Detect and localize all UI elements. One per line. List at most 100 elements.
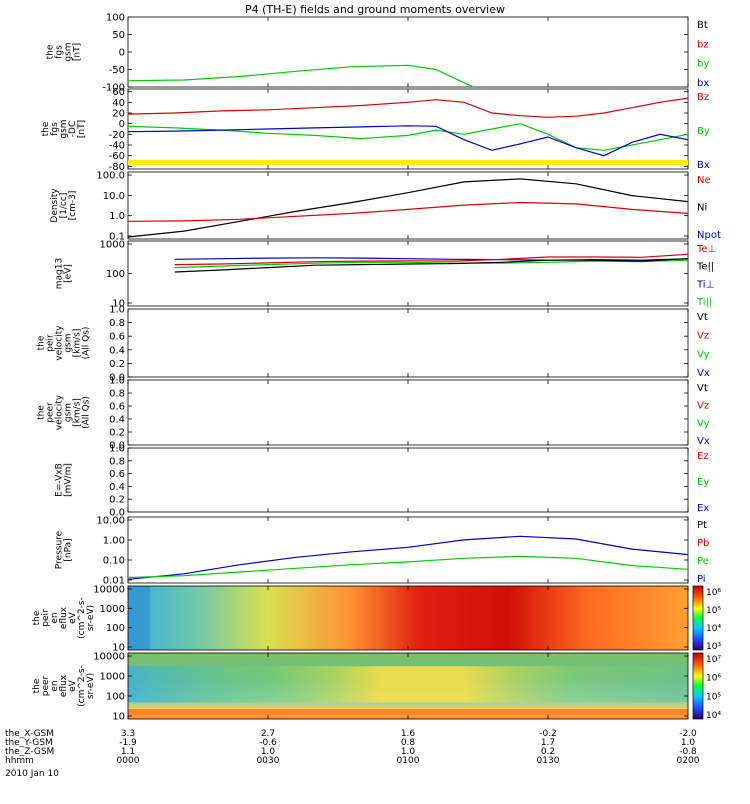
electron-spectrogram-band (128, 666, 688, 703)
legend-label: Pe (697, 556, 709, 567)
y-tick-label: 0.2 (109, 428, 125, 439)
orbit-row-label: hhmm (5, 756, 34, 766)
panel-frame (127, 308, 689, 378)
orbit-value: 1.6 (401, 729, 416, 739)
series-line-ni (127, 178, 689, 238)
y-axis-label: mag13 (55, 258, 65, 289)
legend-label: Npot (697, 230, 721, 241)
y-axis-label: fgs (50, 122, 60, 136)
y-axis-label: gsm (59, 119, 69, 138)
y-axis-label: eV (68, 679, 78, 692)
legend-label: bz (697, 39, 709, 50)
y-tick-label: 1000 (100, 240, 125, 251)
y-tick-label: -80 (109, 162, 125, 173)
orbit-value: 1.7 (541, 738, 555, 748)
colorbar-tick-label: 10⁵ (706, 692, 721, 702)
legend-label: bx (697, 78, 709, 89)
y-tick-label: 100 (106, 692, 125, 703)
y-axis-label: -DC (68, 121, 78, 137)
y-axis-label: peir (41, 609, 51, 627)
legend-label: Pt (697, 520, 707, 531)
y-tick-label: 100 (106, 13, 125, 24)
orbit-value: 0.2 (541, 747, 555, 757)
y-axis-label: [cm-3] (68, 191, 78, 221)
legend-label: Vy (697, 349, 710, 360)
orbit-value: 1.1 (121, 747, 135, 757)
date-label: 2010 Jan 10 (5, 769, 59, 779)
legend-label: Vy (697, 418, 710, 429)
legend-label: Vz (697, 331, 709, 342)
y-axis-label: velocity (55, 325, 65, 361)
y-axis-label: en (50, 612, 60, 623)
y-tick-label: 0.4 (109, 345, 125, 356)
y-axis-label: eV (68, 611, 78, 624)
y-axis-label: [km/s] (73, 398, 83, 427)
y-tick-label: 0.4 (109, 482, 125, 493)
y-tick-label: -20 (109, 130, 125, 141)
colorbar-tick-label: 10⁴ (706, 711, 721, 721)
y-tick-label: 0.8 (109, 456, 125, 467)
y-tick-label: 1.00 (103, 536, 125, 547)
y-tick-label: 10.0 (103, 191, 125, 202)
y-tick-label: 0.4 (109, 415, 125, 426)
y-axis-label: (cm^2-s- (77, 597, 87, 639)
legend-label: By (697, 126, 710, 137)
legend-label: Bt (697, 20, 708, 31)
panel-10: 10⁷ 10⁶ 10⁵ 10⁴ 10000 1000 100 10 the peer en eflux… (32, 652, 721, 723)
y-axis-label: sr-eV) (86, 673, 96, 699)
y-tick-label: 1.0 (109, 444, 125, 455)
panel-7: 1.00.8 0.6 0.4 0.2 0.0 E=-VxB [mV/m] Ez Ey Ex (55, 444, 710, 519)
series-line-by (127, 123, 689, 151)
y-tick-label: 0 (119, 119, 125, 130)
series-line-by (127, 64, 474, 88)
y-axis-label: [nT] (73, 43, 83, 61)
legend-label: Vt (697, 312, 708, 323)
y-axis-label: eflux (59, 606, 69, 629)
colorbar (692, 652, 704, 720)
y-tick-label: 0.01 (103, 576, 125, 587)
orbit-value: 1.0 (261, 747, 276, 757)
colorbar-tick-label: 10⁴ (706, 624, 721, 634)
y-tick-label: 10 (112, 643, 125, 654)
legend-label: Vz (697, 401, 709, 412)
y-axis-label: sr-eV) (86, 605, 96, 631)
legend-label: Pi (697, 574, 706, 585)
y-axis-label: (cm^2-s- (77, 665, 87, 707)
ion-spectrogram-noise (128, 586, 150, 650)
y-axis-label: the (41, 121, 51, 136)
y-axis-label: E=-VxB (55, 463, 65, 497)
y-tick-label: 0.6 (109, 469, 125, 480)
y-axis-label: (All Qs) (82, 327, 92, 360)
y-tick-label: 0.2 (109, 495, 125, 506)
panel-5: 1.0 0.8 0.6 0.4 0.2 0.0 the peir velocity gsm [km/… (37, 305, 710, 384)
y-axis-label: the (46, 44, 56, 59)
panel-frame (127, 88, 689, 170)
y-tick-label: -50 (109, 65, 125, 76)
y-axis-label: eflux (59, 674, 69, 697)
y-tick-label: 0.0 (109, 508, 125, 519)
y-tick-label: 10.00 (96, 516, 125, 527)
y-axis-label: the (37, 405, 47, 420)
y-tick-label: 0.10 (103, 556, 125, 567)
series-line-pe (127, 555, 689, 579)
y-axis-label: velocity (55, 394, 65, 430)
colorbar-tick-label: 10⁵ (706, 606, 721, 616)
colorbar-tick-label: 10³ (706, 642, 721, 652)
colorbar-tick-label: 10⁶ (706, 588, 721, 598)
series-line-pi (127, 535, 689, 580)
legend-label: Ne (697, 175, 711, 186)
colorbar (692, 585, 704, 651)
y-tick-label: 100 (106, 269, 125, 280)
legend-label: Te⊥ (696, 244, 716, 255)
y-tick-label: 0.0 (109, 441, 125, 452)
plot-title: P4 (TH-E) fields and ground moments over… (245, 3, 505, 16)
panel-1: 100 50 0 -50 -100 the fgs gsm [nT] Bt bz by bx (46, 13, 710, 94)
series-line-te (174, 253, 689, 266)
y-axis-label: [eV] (64, 264, 74, 283)
panel-8: 10.00 1.00 0.10 0.01 Pressure [nPa] Pt Pb Pe Pi (55, 516, 710, 587)
y-axis-label: the (32, 610, 42, 625)
orbit-row-label: the_Z-GSM (5, 747, 54, 757)
y-tick-label: 0.1 (109, 232, 125, 243)
legend-label: Bz (697, 92, 709, 103)
